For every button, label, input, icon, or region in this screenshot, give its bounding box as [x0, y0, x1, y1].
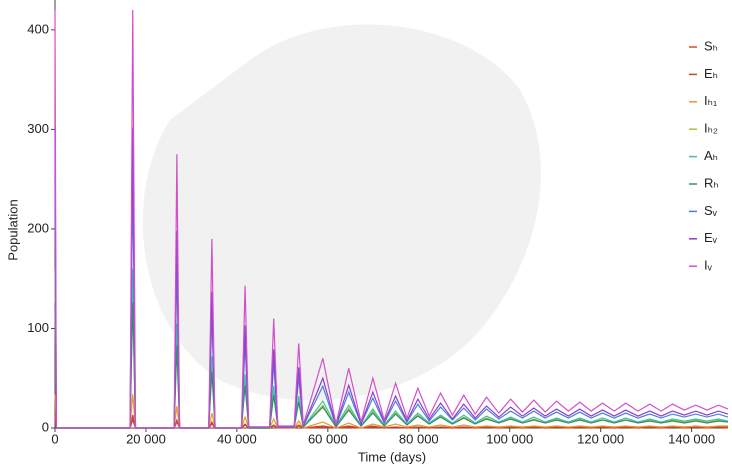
- x-tick-label: 140 000: [668, 431, 715, 446]
- x-axis-title: Time (days): [358, 449, 426, 464]
- x-tick-label: 100 000: [486, 431, 533, 446]
- series-line: [54, 302, 729, 429]
- x-tick-label: 20 000: [126, 431, 166, 446]
- legend-label: Rₕ: [704, 175, 719, 190]
- y-tick-label: 200: [27, 220, 49, 235]
- legend-label: Iᵥ: [704, 258, 713, 273]
- x-tick-label: 0: [51, 431, 58, 446]
- y-tick-label: 0: [42, 419, 49, 434]
- series-line: [54, 268, 729, 429]
- legend-label: Eᵥ: [704, 230, 718, 245]
- y-tick-label: 400: [27, 21, 49, 36]
- y-tick-label: 100: [27, 320, 49, 335]
- x-tick-label: 40 000: [217, 431, 257, 446]
- series-line: [54, 9, 729, 429]
- legend-label: Sₕ: [704, 38, 718, 53]
- series-line: [54, 127, 729, 429]
- series-line: [54, 414, 728, 429]
- y-axis-title: Population: [5, 199, 20, 260]
- legend-label: Iₕ₂: [704, 121, 718, 136]
- legend-label: Aₕ: [704, 148, 718, 163]
- legend-label: Eₕ: [704, 66, 718, 81]
- legend-label: Sᵥ: [704, 203, 718, 218]
- x-tick-label: 60 000: [308, 431, 348, 446]
- x-tick-label: 120 000: [577, 431, 624, 446]
- series-line: [54, 394, 728, 429]
- x-tick-label: 80 000: [399, 431, 439, 446]
- background-logo: [142, 24, 541, 401]
- y-tick-label: 300: [27, 121, 49, 136]
- legend-label: Iₕ₁: [704, 93, 718, 108]
